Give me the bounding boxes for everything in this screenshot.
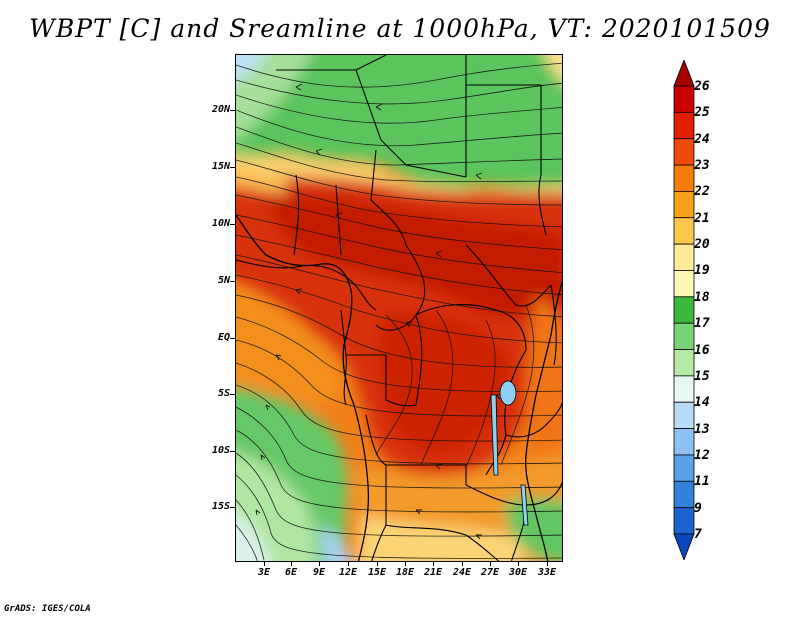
map-svg xyxy=(236,55,562,561)
field-north-lightgreen xyxy=(236,55,310,141)
colorbar-band-14 xyxy=(673,428,695,456)
field-north-blue xyxy=(236,55,266,83)
lon-label-21E: 21E xyxy=(423,567,443,578)
lon-label-6E: 6E xyxy=(284,567,298,578)
field-east-orange xyxy=(525,295,562,460)
lat-label-20N: 20N xyxy=(211,104,230,115)
lat-label-10N: 10N xyxy=(211,218,230,229)
colorbar-top-arrow xyxy=(673,60,695,87)
colorbar-label-21: 21 xyxy=(694,210,710,226)
colorbar-band-9 xyxy=(673,296,695,324)
lat-label-15S: 15S xyxy=(211,501,230,512)
colorbar-band-10 xyxy=(673,322,695,350)
country-borders xyxy=(236,55,562,561)
field-sw-blue xyxy=(320,525,351,561)
colorbar-label-15: 15 xyxy=(694,368,710,384)
lon-tick-9E xyxy=(319,562,320,566)
colorbar-label-25: 25 xyxy=(694,105,710,121)
colorbar-band-2 xyxy=(673,111,695,140)
colorbar-label-18: 18 xyxy=(694,289,710,305)
lon-tick-30E xyxy=(518,562,519,566)
colorbar-label-14: 14 xyxy=(694,395,710,411)
colorbar-bottom-arrow xyxy=(673,533,695,560)
lat-label-10S: 10S xyxy=(211,445,230,456)
lon-label-15E: 15E xyxy=(367,567,387,578)
lon-tick-12E xyxy=(348,562,349,566)
lon-label-24E: 24E xyxy=(452,567,472,578)
field-very-hot xyxy=(266,195,562,317)
map-panel xyxy=(235,54,563,562)
streamlines xyxy=(236,62,562,561)
lat-tick-EQ xyxy=(230,338,235,339)
colorbar-label-13: 13 xyxy=(694,421,710,437)
lat-label-5S: 5S xyxy=(217,388,230,399)
field-west-orange xyxy=(236,290,341,405)
lat-tick-5N xyxy=(230,281,235,282)
field-se-green xyxy=(505,497,562,561)
lat-tick-10N xyxy=(230,224,235,225)
colorbar-label-11: 11 xyxy=(694,474,710,490)
colorbar-label-12: 12 xyxy=(694,447,710,463)
colorbar xyxy=(673,60,695,560)
colorbar-band-3 xyxy=(673,138,695,166)
colorbar-label-16: 16 xyxy=(694,342,710,358)
colorbar-band-15 xyxy=(673,454,695,482)
colorbar-band-7 xyxy=(673,243,695,271)
colorbar-band-4 xyxy=(673,164,695,192)
colorbar-label-24: 24 xyxy=(694,131,710,147)
lon-label-18E: 18E xyxy=(395,567,415,578)
lat-tick-5S xyxy=(230,394,235,395)
lon-tick-3E xyxy=(264,562,265,566)
lon-tick-33E xyxy=(547,562,548,566)
colorbar-band-16 xyxy=(673,480,695,509)
lakes xyxy=(490,380,529,526)
colorbar-label-7: 7 xyxy=(694,527,702,542)
colorbar-band-1 xyxy=(673,85,695,113)
grads-footer: GrADS: IGES/COLA xyxy=(4,604,91,614)
coastlines xyxy=(236,214,562,561)
colorbar-band-8 xyxy=(673,270,695,298)
lon-tick-18E xyxy=(405,562,406,566)
lat-tick-10S xyxy=(230,451,235,452)
colorbar-label-22: 22 xyxy=(694,184,710,200)
lat-tick-15N xyxy=(230,167,235,168)
field-congo-hot xyxy=(378,312,509,453)
colorbar-band-6 xyxy=(673,217,695,245)
field-ne-yellow xyxy=(544,55,562,82)
lon-tick-21E xyxy=(433,562,434,566)
colorbar-band-17 xyxy=(673,507,695,535)
lat-tick-20N xyxy=(230,110,235,111)
lat-label-5N: 5N xyxy=(217,275,230,286)
lon-tick-6E xyxy=(291,562,292,566)
lon-label-30E: 30E xyxy=(508,567,528,578)
colorbar-band-11 xyxy=(673,349,695,377)
lon-label-9E: 9E xyxy=(312,567,326,578)
lat-label-EQ: EQ xyxy=(217,332,230,343)
chart-title: WBPT [C] and Sreamline at 1000hPa, VT: 2… xyxy=(29,14,771,43)
lat-tick-15S xyxy=(230,507,235,508)
lon-tick-27E xyxy=(490,562,491,566)
lon-label-27E: 27E xyxy=(480,567,500,578)
lon-label-3E: 3E xyxy=(257,567,271,578)
lon-tick-15E xyxy=(377,562,378,566)
colorbar-label-26: 26 xyxy=(694,79,710,94)
colorbar-label-17: 17 xyxy=(694,316,710,332)
lon-tick-24E xyxy=(462,562,463,566)
colorbar-band-13 xyxy=(673,401,695,429)
colorbar-label-23: 23 xyxy=(694,158,710,174)
colorbar-band-12 xyxy=(673,375,695,403)
colorbar-label-19: 19 xyxy=(694,263,710,279)
lat-label-15N: 15N xyxy=(211,161,230,172)
colorbar-label-20: 20 xyxy=(694,237,710,253)
colorbar-label-9: 9 xyxy=(694,500,702,516)
lon-label-33E: 33E xyxy=(537,567,557,578)
colorbar-band-5 xyxy=(673,191,695,219)
lon-label-12E: 12E xyxy=(338,567,358,578)
stream-arrows xyxy=(255,83,503,540)
field-wafrica-yellow xyxy=(236,167,286,195)
